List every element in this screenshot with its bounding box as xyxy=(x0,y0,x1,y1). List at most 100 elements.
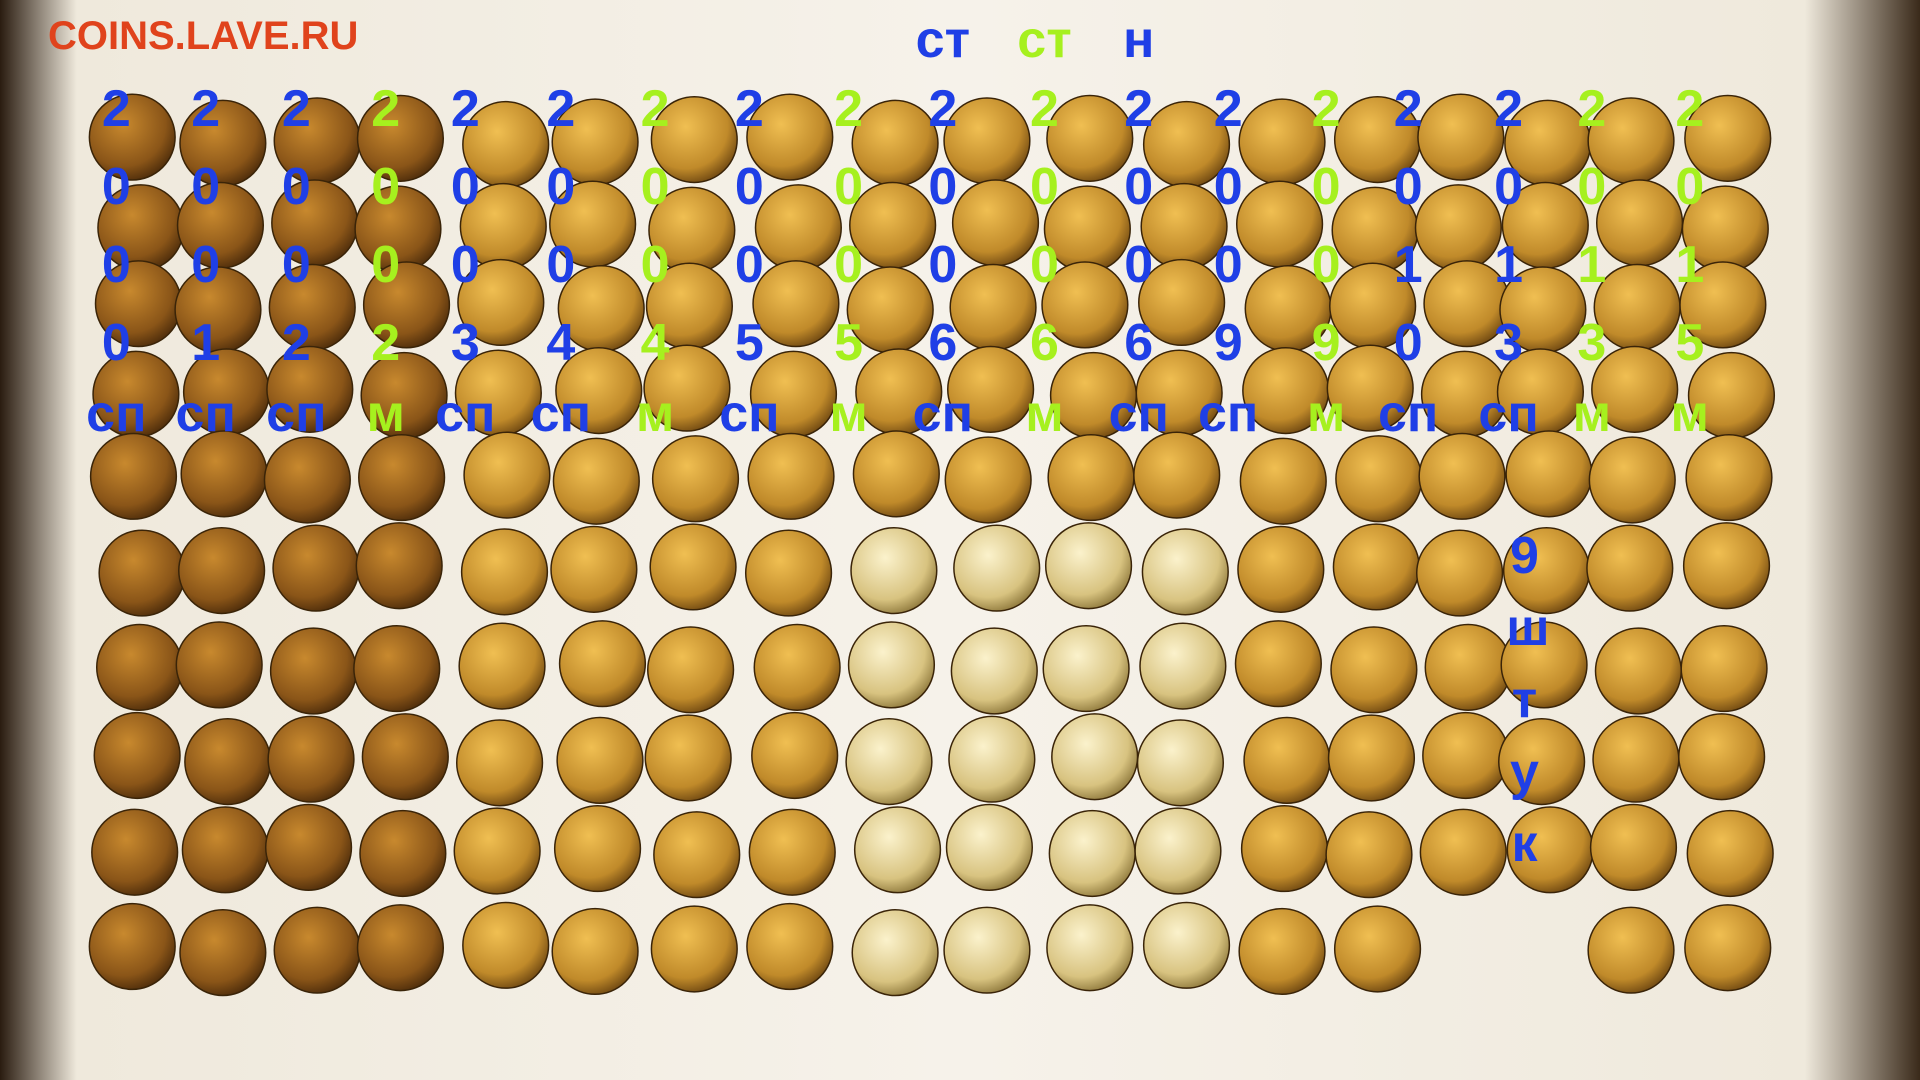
year: 2013 xyxy=(1494,80,1524,372)
coin xyxy=(949,263,1037,351)
coin xyxy=(1139,622,1227,710)
mint-prefix: н xyxy=(1123,11,1155,69)
coin xyxy=(1417,93,1505,181)
coin xyxy=(643,344,731,432)
coin xyxy=(744,529,833,617)
mint-label: сп xyxy=(266,385,327,443)
coin xyxy=(1133,431,1221,519)
mint-label: сп xyxy=(912,385,974,443)
coin xyxy=(950,627,1038,715)
coin xyxy=(1680,624,1768,713)
coin xyxy=(458,622,546,710)
coin xyxy=(1041,261,1129,349)
coin xyxy=(1678,713,1766,801)
coin xyxy=(1142,901,1231,989)
coin xyxy=(353,624,441,713)
coin xyxy=(555,347,643,435)
coin xyxy=(178,527,266,615)
coin xyxy=(463,431,551,519)
coin xyxy=(1686,809,1774,898)
coin xyxy=(1046,94,1134,182)
coin xyxy=(1141,528,1229,616)
coin xyxy=(943,906,1031,994)
coin xyxy=(88,902,176,991)
coin xyxy=(1684,94,1772,182)
coin xyxy=(1682,522,1771,610)
coin xyxy=(1685,433,1773,522)
coin xyxy=(1243,716,1331,805)
coin xyxy=(1589,803,1678,891)
coin xyxy=(651,435,740,523)
coin xyxy=(88,93,176,181)
coin xyxy=(1327,714,1416,802)
coin xyxy=(746,902,834,991)
coin xyxy=(457,258,545,347)
mint-label: м xyxy=(1670,385,1710,443)
coin xyxy=(1044,522,1133,610)
coin xyxy=(751,711,839,800)
year: 2005 xyxy=(734,80,764,372)
mint-label: м xyxy=(366,385,405,443)
year: 2003 xyxy=(450,80,480,372)
coin xyxy=(1047,433,1135,522)
mint-label: м xyxy=(1306,385,1346,443)
coin xyxy=(1332,523,1420,611)
coin xyxy=(1418,432,1506,520)
mint-label: сп xyxy=(1197,385,1259,443)
coin xyxy=(1419,808,1507,896)
coin xyxy=(851,909,939,997)
coin xyxy=(1326,344,1414,432)
coin xyxy=(748,808,836,896)
coin xyxy=(650,95,738,184)
coin xyxy=(1424,623,1512,711)
coin xyxy=(653,811,741,899)
year: 2015 xyxy=(1675,80,1705,372)
coin xyxy=(754,184,842,272)
coin xyxy=(175,621,263,709)
mint-label: м xyxy=(1025,385,1064,443)
coin xyxy=(753,623,841,711)
coin xyxy=(552,437,640,525)
mint-label: сп xyxy=(1108,385,1169,443)
year: 2004 xyxy=(546,80,576,372)
year: 2010 xyxy=(1393,80,1423,372)
year: 2013 xyxy=(1577,80,1607,372)
coin xyxy=(184,718,272,806)
coin xyxy=(746,93,834,181)
year: 2006 xyxy=(1124,80,1154,372)
coin xyxy=(948,715,1036,803)
coin xyxy=(747,432,835,520)
coin xyxy=(550,525,638,613)
coin xyxy=(1330,626,1418,714)
coin xyxy=(1684,904,1772,992)
coin xyxy=(1335,435,1423,523)
coin xyxy=(1325,811,1413,899)
coin xyxy=(1586,524,1674,612)
coin xyxy=(453,807,541,895)
coin xyxy=(1238,907,1326,996)
coin xyxy=(91,808,179,896)
coin xyxy=(1500,621,1588,709)
coin xyxy=(945,803,1033,891)
coin xyxy=(272,524,360,612)
coin xyxy=(1498,718,1586,806)
coin xyxy=(558,620,647,708)
year: 2005 xyxy=(834,80,864,372)
coin xyxy=(181,806,269,894)
coin xyxy=(644,714,732,802)
mint-label: м xyxy=(1572,385,1612,443)
coin xyxy=(1505,430,1593,518)
coin xyxy=(263,436,351,524)
coin xyxy=(179,909,267,997)
coin xyxy=(362,261,451,349)
coin xyxy=(1051,713,1139,801)
year: 2009 xyxy=(1213,80,1243,372)
coin xyxy=(1587,906,1675,994)
year: 2006 xyxy=(1030,80,1059,372)
coin xyxy=(553,804,642,893)
mint-label: сп xyxy=(435,385,496,443)
coin xyxy=(853,806,942,894)
coin xyxy=(361,713,449,801)
coin xyxy=(455,719,544,807)
